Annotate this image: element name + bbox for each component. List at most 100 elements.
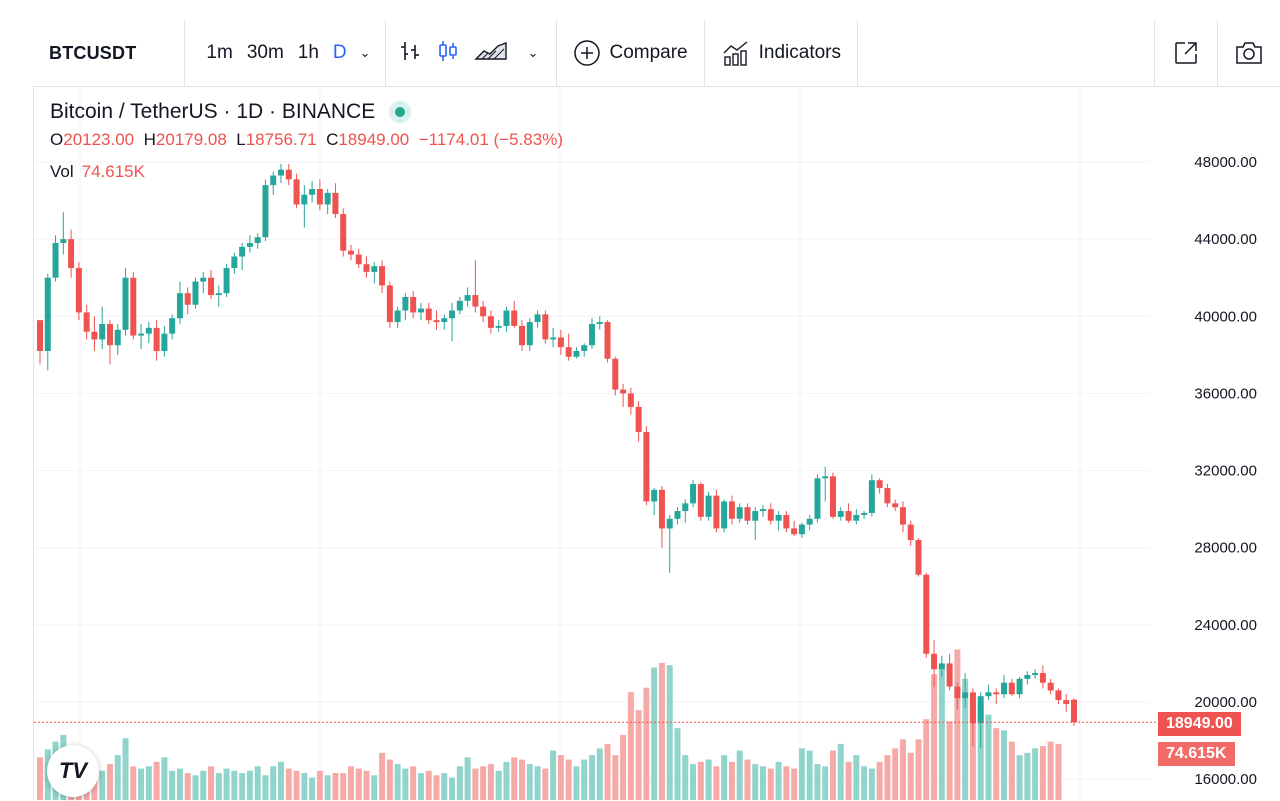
candle-body	[169, 318, 176, 334]
candle-body	[519, 325, 526, 346]
volume-bar	[697, 761, 704, 800]
volume-bar	[371, 775, 378, 800]
volume-bar	[868, 768, 875, 800]
candle-body	[635, 406, 642, 432]
volume-bar	[728, 761, 735, 800]
candle-body	[309, 189, 316, 195]
candle-body	[845, 511, 852, 521]
volume-bar	[425, 770, 432, 800]
y-tick-label: 16000.00	[1194, 771, 1257, 788]
candle-body	[68, 239, 75, 269]
chevron-down-icon[interactable]: ⌄	[527, 45, 539, 60]
candle-body	[347, 250, 354, 255]
candle-body	[379, 266, 386, 286]
volume-bar	[946, 721, 953, 800]
area-style-icon[interactable]	[473, 39, 508, 68]
volume-bar	[487, 764, 494, 800]
close-value: 18949.00	[338, 130, 410, 149]
candle-body	[1055, 690, 1062, 701]
symbol-search-button[interactable]: BTCUSDT	[49, 42, 137, 63]
low-key: L	[236, 130, 246, 149]
volume-bar	[223, 768, 230, 800]
volume-bar	[612, 755, 619, 800]
interval-d[interactable]: D	[332, 42, 347, 63]
popout-button[interactable]	[1155, 20, 1217, 86]
candle-body	[837, 511, 844, 517]
indicators-button[interactable]: Indicators	[705, 20, 857, 86]
volume-bar	[845, 761, 852, 800]
tradingview-logo[interactable]: TV	[47, 745, 99, 797]
volume-bar	[643, 687, 650, 800]
candle-body	[620, 389, 627, 394]
volume-bar	[340, 773, 347, 800]
volume-bar	[752, 764, 759, 800]
volume-bar	[379, 752, 386, 800]
candle-body	[697, 484, 704, 517]
candle-body	[969, 692, 976, 724]
interval-1m[interactable]: 1m	[206, 42, 233, 63]
high-key: H	[143, 130, 156, 149]
candle-body	[798, 524, 805, 535]
candle-body	[44, 277, 51, 351]
volume-bar	[363, 770, 370, 800]
candle-body	[853, 514, 860, 521]
candle-body	[402, 297, 409, 311]
volume-bar	[938, 665, 945, 800]
candle-body	[612, 358, 619, 390]
volume-bar	[573, 766, 580, 800]
chart-style-group: ⌄	[386, 39, 557, 68]
candle-body	[340, 214, 347, 251]
divider	[857, 20, 858, 86]
volume-value: 74.615K	[81, 162, 145, 181]
volume-bar	[581, 759, 588, 800]
candle-body	[161, 333, 168, 351]
candle-body	[1032, 673, 1039, 675]
volume-bar	[604, 743, 611, 800]
y-tick-label: 28000.00	[1194, 540, 1257, 557]
chevron-down-icon[interactable]: ⌄	[359, 45, 371, 60]
candle-body	[868, 480, 875, 513]
volume-bar	[1008, 741, 1015, 800]
candle-body	[138, 333, 145, 336]
y-tick-label: 36000.00	[1194, 385, 1257, 402]
popout-icon	[1175, 42, 1197, 64]
divider	[1154, 20, 1155, 86]
candle-body	[316, 189, 323, 205]
candle-body	[1063, 700, 1070, 704]
candle-body	[371, 266, 378, 272]
volume-bar	[744, 759, 751, 800]
candle-body	[728, 501, 735, 519]
candle-body	[573, 351, 580, 357]
volume-bar	[899, 739, 906, 800]
candle-body	[783, 514, 790, 529]
volume-bar	[386, 759, 393, 800]
volume-bar	[301, 773, 308, 800]
volume-bar	[596, 748, 603, 800]
candle-style-icon[interactable]	[436, 39, 460, 68]
candle-body	[829, 476, 836, 517]
volume-bar	[410, 766, 417, 800]
volume-bar	[526, 764, 533, 800]
volume-bar	[993, 728, 1000, 800]
interval-group: 1m 30m 1h D ⌄	[185, 42, 384, 64]
candle-body	[410, 297, 417, 313]
candle-body	[394, 310, 401, 323]
candle-body	[386, 285, 393, 323]
market-open-status-icon	[389, 101, 412, 123]
volume-bar	[690, 764, 697, 800]
interval-30m[interactable]: 30m	[246, 42, 284, 63]
compare-button[interactable]: Compare	[557, 20, 703, 86]
candle-body	[977, 696, 984, 724]
candle-body	[215, 293, 222, 296]
candle-body	[208, 277, 215, 296]
bar-style-icon[interactable]	[398, 39, 422, 68]
candle-body	[433, 320, 440, 323]
candle-body	[526, 322, 533, 346]
candle-body	[231, 256, 238, 269]
volume-bar	[503, 761, 510, 800]
interval-1h[interactable]: 1h	[297, 42, 319, 63]
candle-body	[907, 524, 914, 540]
screenshot-button[interactable]	[1218, 20, 1280, 86]
candle-body	[931, 653, 938, 670]
